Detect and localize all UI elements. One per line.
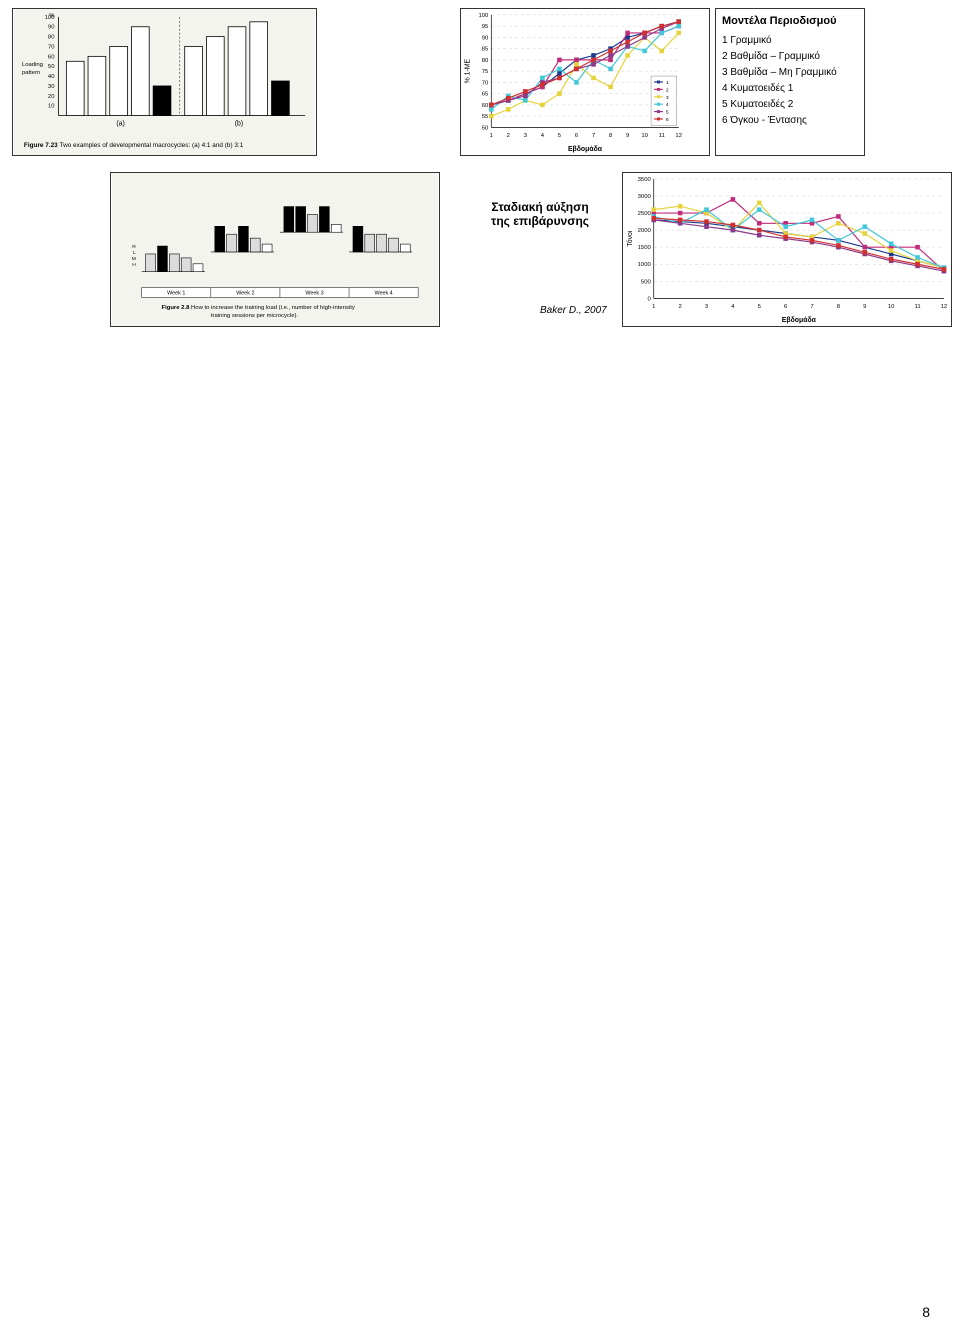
svg-text:65: 65	[482, 92, 489, 98]
progressive-overload-label: Σταδιακή αύξηση της επιβάρυνσης	[470, 200, 610, 228]
svg-text:11: 11	[659, 133, 665, 139]
svg-text:%: %	[49, 13, 55, 19]
volume-line-chart: 0500100015002000250030003500123456789101…	[623, 173, 951, 326]
svg-text:30: 30	[48, 84, 55, 90]
fig-7-23-panel: 102030405060708090100%Loadingpattern(a)(…	[12, 8, 317, 156]
models-legend-item: 1 Γραμμικό	[722, 33, 858, 49]
svg-text:20: 20	[48, 94, 55, 100]
fig-2-8-chart: HMLR Week 1 Week 2 Week 3 Week 4 Figure 2.8 H…	[111, 173, 439, 326]
svg-text:% 1-ΜΕ: % 1-ΜΕ	[465, 58, 472, 83]
models-legend-box: Μοντέλα Περιοδισμού 1 Γραμμικό2 Βαθμίδα …	[715, 8, 865, 156]
models-legend-item: 6 Όγκου - Έντασης	[722, 113, 858, 129]
svg-text:Loading: Loading	[22, 62, 43, 68]
svg-text:pattern: pattern	[22, 70, 40, 76]
svg-text:1: 1	[652, 304, 655, 310]
svg-text:55: 55	[482, 114, 489, 120]
svg-text:Week 1: Week 1	[167, 290, 185, 296]
svg-text:L: L	[133, 250, 136, 256]
intensity-line-chart: 50556065707580859095100123456789101112% …	[461, 9, 709, 155]
svg-text:2000: 2000	[638, 228, 652, 234]
svg-text:1500: 1500	[638, 245, 652, 251]
svg-text:85: 85	[482, 47, 489, 53]
svg-text:3: 3	[666, 95, 669, 101]
svg-text:95: 95	[482, 24, 489, 30]
fig-7-23-chart: 102030405060708090100%Loadingpattern(a)(…	[13, 9, 316, 155]
svg-text:2: 2	[507, 133, 510, 139]
svg-text:training sessions per microcyc: training sessions per microcycle).	[211, 313, 299, 319]
svg-text:1: 1	[490, 133, 493, 139]
svg-text:75: 75	[482, 69, 489, 75]
svg-text:70: 70	[48, 44, 55, 50]
svg-text:9: 9	[626, 133, 629, 139]
svg-text:10: 10	[48, 104, 55, 110]
svg-text:60: 60	[482, 103, 489, 109]
svg-text:2: 2	[678, 304, 681, 310]
svg-text:Τόνοι: Τόνοι	[626, 230, 634, 247]
svg-text:12: 12	[941, 304, 948, 310]
svg-text:11: 11	[914, 304, 920, 310]
models-legend-title: Μοντέλα Περιοδισμού	[716, 9, 864, 31]
svg-text:Week 3: Week 3	[305, 290, 323, 296]
svg-text:10: 10	[641, 133, 648, 139]
svg-text:70: 70	[482, 80, 489, 86]
svg-text:2: 2	[666, 87, 669, 93]
svg-text:Week 2: Week 2	[236, 290, 254, 296]
svg-text:80: 80	[482, 58, 489, 64]
citation: Baker D., 2007	[540, 305, 607, 316]
svg-text:R: R	[132, 244, 136, 250]
svg-text:(a): (a)	[116, 120, 124, 127]
progressive-overload-line1: Σταδιακή αύξηση	[491, 200, 588, 214]
svg-text:M: M	[132, 256, 136, 262]
svg-text:50: 50	[482, 125, 489, 131]
svg-text:50: 50	[48, 64, 55, 70]
svg-text:80: 80	[48, 35, 55, 41]
models-legend-item: 2 Βαθμίδα – Γραμμικό	[722, 49, 858, 65]
svg-text:40: 40	[48, 74, 55, 80]
svg-text:10: 10	[888, 304, 895, 310]
svg-text:4: 4	[666, 102, 669, 108]
svg-text:H: H	[132, 262, 136, 268]
svg-text:100: 100	[478, 13, 489, 19]
models-legend-item: 4 Κυματοειδές 1	[722, 81, 858, 97]
volume-line-chart-panel: 0500100015002000250030003500123456789101…	[622, 172, 952, 327]
svg-text:Figure 2.8 How to increase th: Figure 2.8 How to increase the training …	[161, 305, 354, 311]
svg-text:3500: 3500	[638, 177, 652, 183]
svg-text:9: 9	[863, 304, 866, 310]
svg-text:2500: 2500	[638, 211, 652, 217]
svg-text:Figure 7.23 Two examples of d: Figure 7.23 Two examples of developmenta…	[24, 142, 244, 149]
svg-text:1000: 1000	[638, 262, 652, 268]
models-legend-item: 5 Κυματοειδές 2	[722, 97, 858, 113]
svg-text:3000: 3000	[638, 194, 652, 200]
intensity-line-chart-panel: 50556065707580859095100123456789101112% …	[460, 8, 710, 156]
svg-text:1: 1	[666, 80, 669, 86]
models-legend-items: 1 Γραμμικό2 Βαθμίδα – Γραμμικό3 Βαθμίδα …	[716, 31, 864, 131]
svg-text:(b): (b)	[235, 120, 243, 127]
svg-text:Εβδομάδα: Εβδομάδα	[782, 317, 817, 324]
svg-text:7: 7	[810, 304, 813, 310]
svg-text:5: 5	[666, 110, 669, 116]
page-number: 8	[922, 1304, 930, 1320]
fig-2-8-panel: HMLR Week 1 Week 2 Week 3 Week 4 Figure 2.8 H…	[110, 172, 440, 327]
svg-text:Εβδομάδα: Εβδομάδα	[568, 146, 603, 153]
svg-text:7: 7	[592, 133, 595, 139]
svg-text:6: 6	[666, 117, 669, 123]
svg-text:90: 90	[48, 25, 55, 31]
svg-text:500: 500	[641, 279, 652, 285]
svg-text:12: 12	[675, 133, 682, 139]
svg-text:90: 90	[482, 35, 489, 41]
models-legend-item: 3 Βαθμίδα – Μη Γραμμικό	[722, 65, 858, 81]
svg-text:Week 4: Week 4	[374, 290, 392, 296]
svg-text:60: 60	[48, 54, 55, 60]
progressive-overload-line2: της επιβάρυνσης	[491, 214, 589, 228]
